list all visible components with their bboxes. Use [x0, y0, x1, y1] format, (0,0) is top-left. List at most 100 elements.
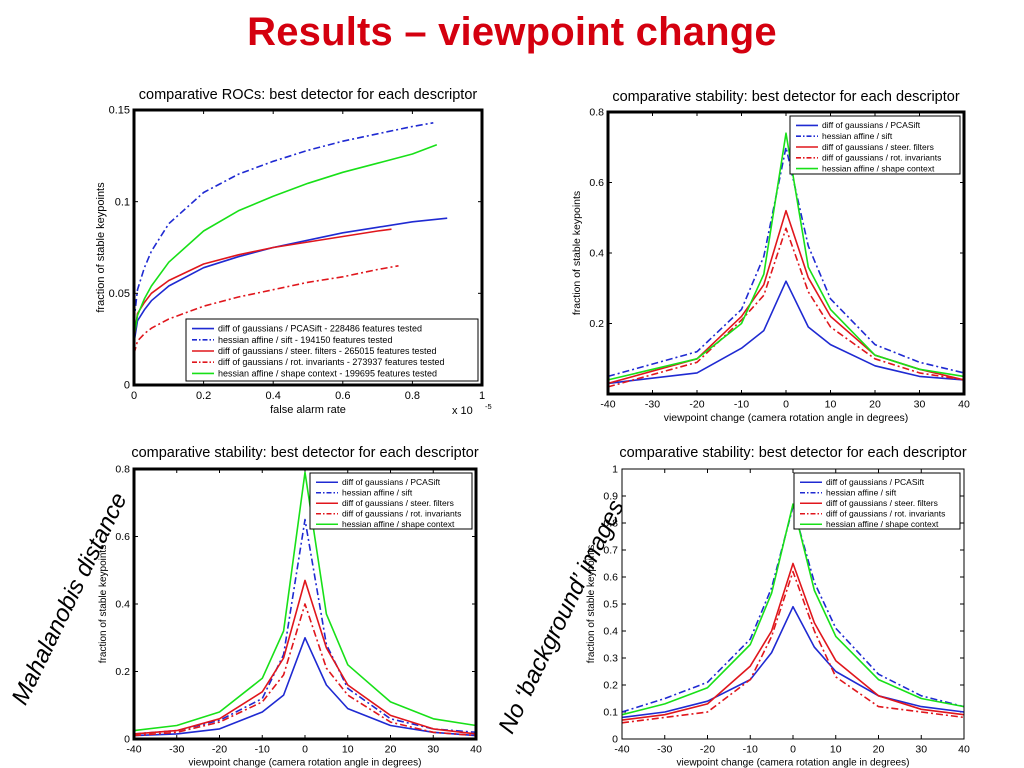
y-tick-label: 0 [124, 734, 130, 746]
x-tick-label: 0 [783, 399, 789, 411]
plot-frame [606, 110, 966, 396]
y-tick-label: 0.4 [589, 248, 604, 260]
legend-entry-2: hessian affine / sift [822, 131, 893, 141]
series-line-1 [133, 637, 477, 737]
x-tick-label: 20 [869, 399, 881, 411]
y-axis-label: fraction of stable keypoints [571, 191, 583, 315]
stability-chart-mahalanobis: comparative stability: best detector for… [98, 445, 482, 768]
y-tick-label: 0.3 [603, 653, 618, 665]
x-tick-label: 20 [873, 744, 885, 756]
x-multiplier: x 10 [452, 405, 473, 417]
y-tick-label: 0.2 [603, 680, 618, 692]
x-tick-label: 0.8 [405, 390, 420, 402]
stability-chart-top-right-panel: comparative stability: best detector for… [568, 82, 988, 427]
chart-title: comparative stability: best detector for… [619, 445, 967, 461]
x-tick-label: 0.6 [335, 390, 350, 402]
x-tick-label: -30 [645, 399, 660, 411]
x-tick-label: 30 [914, 399, 926, 411]
legend-entry-3: diff of gaussians / steer. filters [342, 498, 454, 508]
legend-box [789, 115, 961, 175]
x-tick-label: 0 [790, 744, 796, 756]
series-line-5 [133, 144, 438, 338]
y-tick-label: 0.8 [589, 107, 604, 119]
x-tick-label: 0 [302, 744, 308, 756]
x-axis-label: viewpoint change (camera rotation angle … [189, 758, 422, 768]
series-line-4 [621, 570, 965, 724]
x-tick-label: -10 [734, 399, 749, 411]
legend-box [185, 318, 479, 382]
y-tick-label: 0.1 [603, 707, 618, 719]
legend-entry-1: diff of gaussians / PCASift [342, 477, 441, 487]
x-tick-label: -10 [743, 744, 758, 756]
legend-entry-1: diff of gaussians / PCASift [826, 477, 925, 487]
legend-entry-3: diff of gaussians / steer. filters [826, 498, 938, 508]
x-multiplier-exponent: -5 [485, 402, 492, 411]
legend-entry-2: hessian affine / sift - 194150 features … [218, 335, 392, 345]
chart-title: comparative stability: best detector for… [131, 445, 479, 461]
y-tick-label: 0 [124, 380, 130, 392]
series-line-3 [621, 562, 965, 721]
x-tick-label: -20 [689, 399, 704, 411]
y-tick-label: 0 [612, 734, 618, 746]
legend-entry-3: diff of gaussians / steer. filters - 265… [218, 346, 436, 356]
chart-title: comparative ROCs: best detector for each… [139, 87, 478, 103]
y-tick-label: 0.15 [109, 105, 130, 117]
y-tick-label: 0.4 [603, 626, 618, 638]
legend-entry-3: diff of gaussians / steer. filters [822, 142, 934, 152]
y-tick-label: 0.2 [589, 318, 604, 330]
slide-title: Results – viewpoint change [247, 10, 777, 54]
y-tick-label: 0.05 [109, 288, 130, 300]
y-axis-label: fraction of stable keypoints [586, 545, 597, 663]
plot-frame [621, 468, 965, 740]
series-line-5 [621, 503, 965, 716]
roc-chart: comparative ROCs: best detector for each… [95, 87, 492, 417]
y-tick-label: 0.6 [115, 531, 130, 543]
y-tick-label: 0.8 [603, 518, 618, 530]
x-tick-label: 30 [915, 744, 927, 756]
series-line-5 [607, 132, 965, 381]
x-tick-label: 0.2 [196, 390, 211, 402]
x-tick-label: 10 [342, 744, 354, 756]
x-tick-label: 10 [830, 744, 842, 756]
series-line-1 [133, 217, 448, 343]
y-tick-label: 0.6 [603, 572, 618, 584]
legend-entry-2: hessian affine / sift [342, 488, 413, 498]
x-tick-label: -30 [169, 744, 184, 756]
x-tick-label: -30 [657, 744, 672, 756]
roc-chart-panel: comparative ROCs: best detector for each… [86, 82, 506, 422]
series-line-2 [133, 122, 434, 321]
y-axis-label: fraction of stable keypoints [95, 182, 107, 313]
y-tick-label: 0.1 [115, 196, 130, 208]
legend-entry-2: hessian affine / sift [826, 488, 897, 498]
series-line-3 [133, 228, 392, 340]
x-tick-label: -20 [700, 744, 715, 756]
chart-title: comparative stability: best detector for… [612, 89, 960, 105]
legend-entry-4: diff of gaussians / rot. invariants [822, 153, 941, 163]
series-line-2 [133, 518, 477, 735]
x-tick-label: -40 [126, 744, 141, 756]
plot-frame [132, 108, 484, 387]
legend-entry-4: diff of gaussians / rot. invariants [826, 509, 945, 519]
x-tick-label: 0 [131, 390, 137, 402]
series-line-3 [133, 579, 477, 735]
x-tick-label: -40 [614, 744, 629, 756]
x-axis-label: viewpoint change (camera rotation angle … [677, 758, 910, 768]
plot-frame [132, 467, 478, 741]
x-tick-label: 1 [479, 390, 485, 402]
x-tick-label: 30 [427, 744, 439, 756]
series-line-1 [607, 280, 965, 385]
x-tick-label: 40 [958, 744, 970, 756]
y-tick-label: 0.5 [603, 599, 618, 611]
x-axis-label: false alarm rate [270, 404, 346, 416]
legend-entry-5: hessian affine / shape context [342, 519, 455, 529]
legend-entry-5: hessian affine / shape context [822, 163, 935, 173]
x-tick-label: 0.4 [266, 390, 281, 402]
x-tick-label: 40 [470, 744, 482, 756]
legend-entry-4: diff of gaussians / rot. invariants - 27… [218, 357, 444, 367]
y-tick-label: 0.8 [115, 464, 130, 476]
x-tick-label: 10 [825, 399, 837, 411]
y-tick-label: 0.6 [589, 177, 604, 189]
x-tick-label: 20 [385, 744, 397, 756]
legend-entry-4: diff of gaussians / rot. invariants [342, 509, 461, 519]
y-tick-label: 0.2 [115, 666, 130, 678]
